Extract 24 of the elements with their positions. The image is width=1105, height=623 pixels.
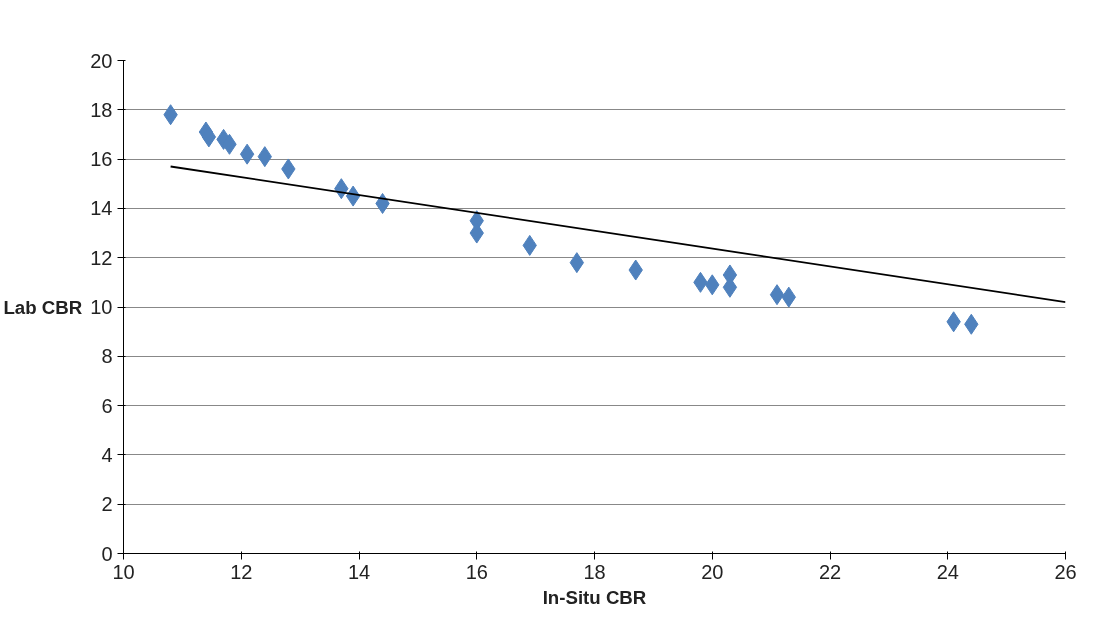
y-axis-title: Lab CBR [3, 296, 83, 318]
x-tick-label: 26 [1054, 560, 1077, 583]
x-tick-label: 14 [347, 560, 371, 583]
x-tick-label: 18 [583, 560, 606, 583]
y-tick-label: 10 [90, 296, 113, 318]
y-tick-label: 14 [90, 197, 113, 220]
point [769, 284, 785, 306]
y-tick-label: 4 [101, 443, 113, 466]
x-tick-label: 12 [230, 560, 253, 583]
y-tick-label: 6 [101, 394, 113, 417]
y-tick-label: 18 [90, 98, 113, 121]
y-tick-label: 12 [90, 246, 113, 269]
x-tick-label: 16 [465, 560, 488, 583]
point [239, 143, 255, 165]
x-tick-label: 24 [936, 560, 959, 583]
y-tick-label: 8 [101, 345, 113, 368]
y-tick-label: 0 [101, 542, 113, 565]
point [201, 126, 217, 148]
y-tick-label: 20 [90, 49, 113, 72]
x-tick-label: 22 [818, 560, 842, 583]
y-tick-label: 2 [101, 493, 113, 516]
y-tick-label: 16 [90, 148, 113, 171]
x-tick-label: 20 [701, 560, 724, 583]
x-axis-title: In-Situ CBR [542, 586, 647, 608]
